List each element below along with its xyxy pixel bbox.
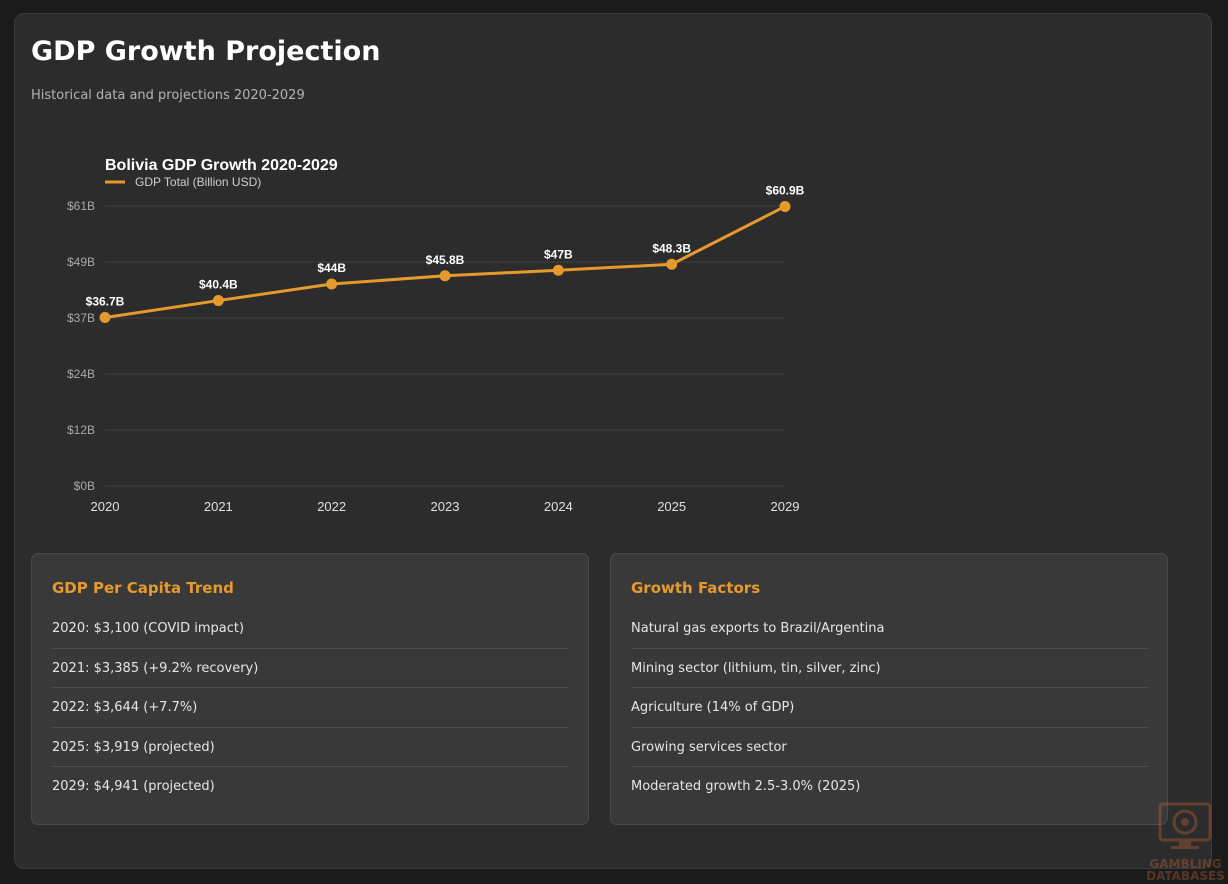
list-item: 2029: $4,941 (projected): [52, 779, 215, 795]
list-item: Agriculture (14% of GDP): [631, 688, 1148, 728]
y-tick-label: $37B: [67, 311, 95, 325]
list-item: Natural gas exports to Brazil/Argentina: [631, 609, 1148, 649]
data-label: $48.3B: [652, 241, 691, 255]
list-item: Growing services sector: [631, 728, 1148, 768]
list-item: Moderated growth 2.5-3.0% (2025): [631, 779, 861, 795]
data-point: [326, 278, 338, 290]
data-point: [779, 200, 791, 212]
x-tick-label: 2021: [204, 499, 233, 514]
watermark-logo: GAMBLING DATABASES: [1143, 798, 1228, 884]
y-tick-label: $61B: [67, 199, 95, 213]
legend-label: GDP Total (Billion USD): [135, 175, 261, 189]
data-labels-layer: $36.7B $40.4B $44B $45.8B $47B $48.3B $60.9B: [86, 183, 805, 308]
data-label: $36.7B: [86, 295, 125, 309]
list-item: 2022: $3,644 (+7.7%): [52, 688, 569, 728]
per-capita-list: 2020: $3,100 (COVID impact) 2021: $3,385…: [52, 609, 569, 807]
x-tick-label: 2024: [544, 499, 573, 514]
data-point: [552, 264, 564, 276]
data-label: $40.4B: [199, 278, 238, 292]
per-capita-panel: GDP Per Capita Trend 2020: $3,100 (COVID…: [31, 553, 589, 825]
y-tick-label: $0B: [74, 479, 95, 493]
page-title: GDP Growth Projection: [31, 36, 381, 67]
y-tick-label: $49B: [67, 255, 95, 269]
data-point: [666, 258, 678, 270]
list-item: 2021: $3,385 (+9.2% recovery): [52, 649, 569, 689]
data-label: $47B: [544, 247, 573, 261]
watermark-text: GAMBLING DATABASES: [1146, 857, 1225, 883]
data-point: [99, 312, 111, 324]
data-point: [212, 295, 224, 307]
list-item: 2025: $3,919 (projected): [52, 728, 569, 768]
data-point: [439, 270, 451, 282]
growth-factors-panel: Growth Factors Natural gas exports to Br…: [610, 553, 1168, 825]
y-tick-label: $24B: [67, 367, 95, 381]
monitor-casino-chip-icon: [1158, 802, 1212, 849]
growth-factors-title: Growth Factors: [631, 579, 761, 597]
page-subtitle: Historical data and projections 2020-202…: [31, 88, 305, 103]
y-tick-label: $12B: [67, 423, 95, 437]
x-tick-label: 2029: [771, 499, 800, 514]
x-axis-ticks: 2020 2021 2022 2023 2024 2025 2029: [91, 499, 800, 514]
per-capita-title: GDP Per Capita Trend: [52, 579, 234, 597]
x-tick-label: 2020: [91, 499, 120, 514]
data-label: $60.9B: [766, 183, 805, 197]
x-tick-label: 2022: [317, 499, 346, 514]
list-item: Mining sector (lithium, tin, silver, zin…: [631, 649, 1148, 689]
data-points-layer: [99, 200, 791, 324]
list-item: 2020: $3,100 (COVID impact): [52, 609, 569, 649]
data-label: $44B: [317, 261, 346, 275]
y-axis-ticks: $0B $12B $24B $37B $49B $61B: [67, 199, 95, 493]
x-tick-label: 2023: [431, 499, 460, 514]
data-label: $45.8B: [426, 253, 465, 267]
growth-factors-list: Natural gas exports to Brazil/Argentina …: [631, 609, 1148, 807]
x-tick-label: 2025: [657, 499, 686, 514]
chart-title: Bolivia GDP Growth 2020-2029: [105, 157, 338, 174]
